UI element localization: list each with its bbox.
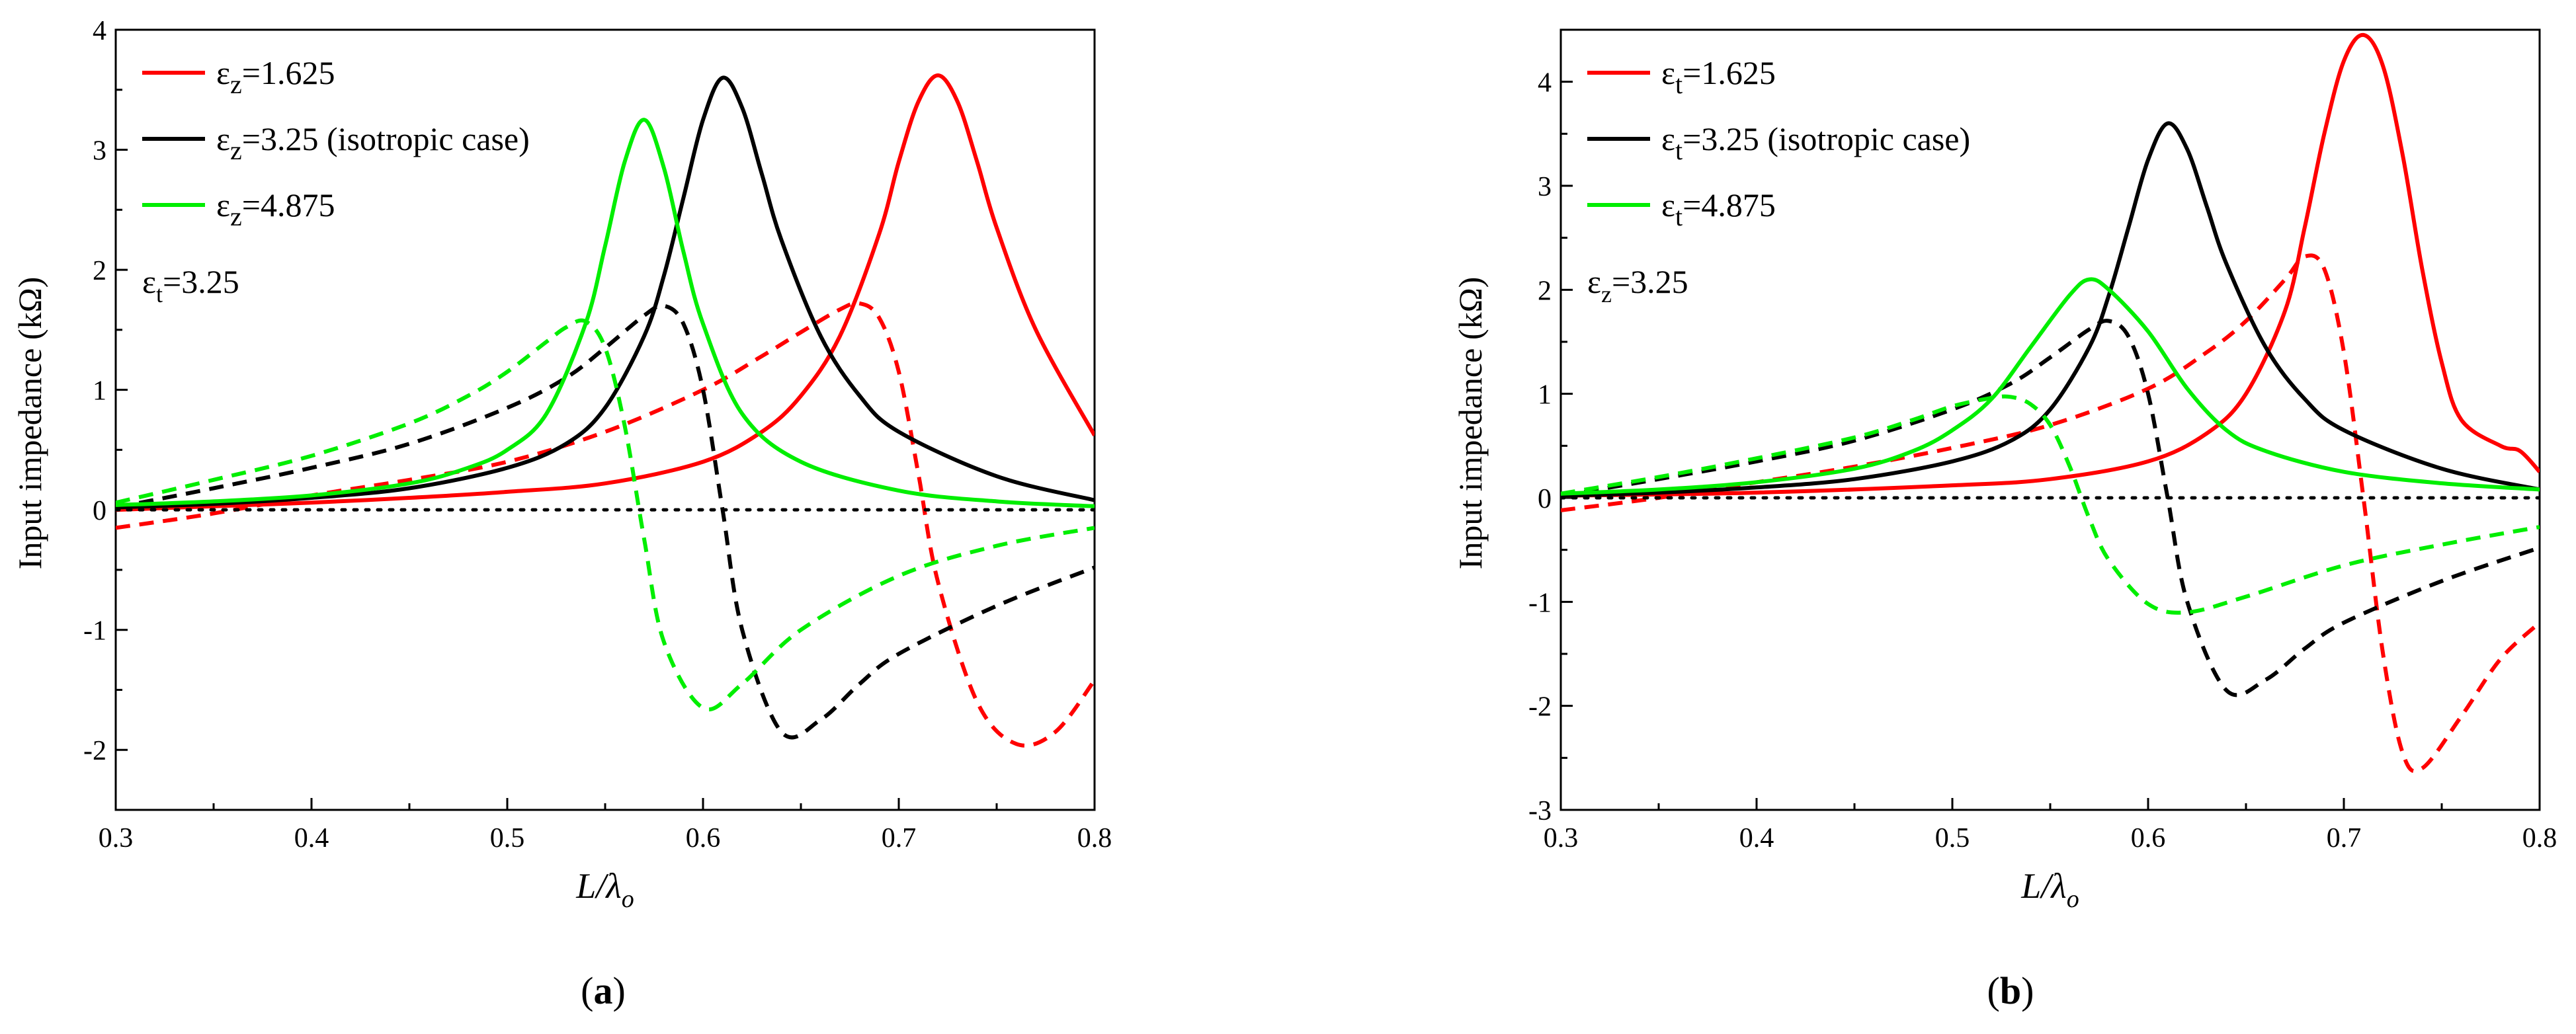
series-group-a xyxy=(116,73,1095,748)
y-tick-label: 2 xyxy=(93,256,106,286)
x-tick-label: 0.8 xyxy=(2522,823,2557,854)
y-tick-label: 1 xyxy=(93,376,106,407)
legend-label: εz=1.625 xyxy=(216,54,335,99)
series-imag-line xyxy=(116,301,1095,748)
legend-b: εt=1.625 εt=3.25 (isotropic case) εt=4.875… xyxy=(1587,54,1970,307)
parameter-annotation: εt=3.25 xyxy=(142,263,239,307)
x-tick-label: 0.3 xyxy=(99,823,134,854)
series-real-line xyxy=(1561,32,2540,498)
y-tick-label: 0 xyxy=(93,496,106,526)
y-axis-b: -3 -2 -1 0 1 2 3 4 xyxy=(1528,28,1573,826)
x-tick-label: 0.5 xyxy=(1935,823,1970,854)
x-axis-b: 0.3 0.4 0.5 0.6 0.7 0.8 xyxy=(1544,798,2557,854)
x-tick-label: 0.7 xyxy=(2327,823,2362,854)
legend-label: εt=1.625 xyxy=(1661,54,1776,99)
legend-label: εz=3.25 (isotropic case) xyxy=(216,120,530,165)
y-tick-label: -1 xyxy=(83,616,106,647)
x-tick-label: 0.6 xyxy=(686,823,721,854)
x-tick-label: 0.3 xyxy=(1544,823,1579,854)
x-axis-label-a: L/λo xyxy=(575,866,634,913)
y-tick-label: -2 xyxy=(83,736,106,766)
legend-label: εz=4.875 xyxy=(216,186,335,231)
y-tick-label: -3 xyxy=(1528,796,1552,826)
y-axis-label-b: Input impedance (kΩ) xyxy=(1452,277,1489,570)
y-tick-label: 3 xyxy=(93,136,106,167)
x-axis-label-b: L/λo xyxy=(2020,866,2079,913)
y-tick-label: 0 xyxy=(1538,484,1552,514)
legend-label: εt=3.25 (isotropic case) xyxy=(1661,120,1970,165)
y-tick-label: 4 xyxy=(1538,68,1552,99)
y-tick-label: 3 xyxy=(1538,172,1552,202)
y-tick-label: 2 xyxy=(1538,276,1552,306)
parameter-annotation: εz=3.25 xyxy=(1587,263,1688,307)
legend-label: εt=4.875 xyxy=(1661,186,1776,231)
series-imag-line xyxy=(1561,253,2540,774)
x-tick-label: 0.7 xyxy=(882,823,917,854)
series-real-line xyxy=(1561,121,2540,498)
x-tick-label: 0.5 xyxy=(490,823,525,854)
x-tick-label: 0.4 xyxy=(1739,823,1774,854)
panel-label-a: (a) xyxy=(581,969,626,1012)
y-tick-label: -2 xyxy=(1528,692,1552,723)
y-tick-label: -1 xyxy=(1528,588,1552,618)
series-imag-line xyxy=(116,303,1095,740)
series-imag-line xyxy=(116,318,1095,711)
x-tick-label: 0.4 xyxy=(294,823,329,854)
y-tick-label: 1 xyxy=(1538,380,1552,411)
series-real-line xyxy=(116,75,1095,510)
x-axis-a: 0.3 0.4 0.5 0.6 0.7 0.8 xyxy=(99,798,1112,854)
series-real-line xyxy=(116,118,1095,508)
panel-label-b: (b) xyxy=(1987,969,2034,1012)
legend-a: εz=1.625 εz=3.25 (isotropic case) εz=4.875… xyxy=(142,54,530,307)
y-tick-label: 4 xyxy=(93,16,106,46)
series-imag-line xyxy=(1561,319,2540,697)
series-imag-line xyxy=(1561,394,2540,615)
series-group-b xyxy=(1561,32,2540,774)
plot-area xyxy=(1561,32,2540,774)
y-axis-label-a: Input impedance (kΩ) xyxy=(11,277,48,570)
plot-area xyxy=(116,73,1095,748)
series-real-line xyxy=(1561,277,2540,496)
x-tick-label: 0.6 xyxy=(2131,823,2166,854)
y-axis-a: -2 -1 0 1 2 3 4 xyxy=(83,16,128,811)
series-real-line xyxy=(116,73,1095,512)
x-tick-label: 0.8 xyxy=(1077,823,1112,854)
